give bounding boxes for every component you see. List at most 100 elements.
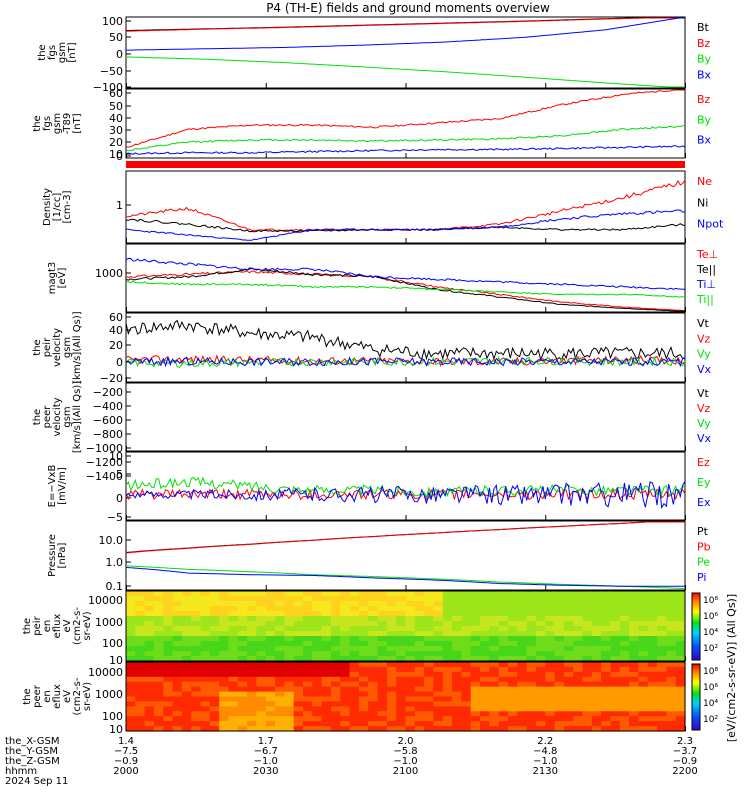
heatmap-cell-peer_en — [349, 701, 360, 707]
heatmap-cell-peer_en — [368, 691, 379, 698]
heatmap-cell-peir_en — [377, 641, 388, 647]
ylabel-peir_vel: gsm — [62, 337, 73, 358]
heatmap-cell-peir_en — [582, 621, 593, 627]
heatmap-cell-peer_en — [135, 691, 146, 698]
heatmap-cell-peer_en — [191, 726, 202, 732]
heatmap-cell-peir_en — [666, 636, 677, 642]
heatmap-cell-peir_en — [293, 626, 304, 632]
heatmap-cell-peir_en — [601, 641, 611, 647]
ylabel-fgs: fgs — [47, 45, 58, 60]
heatmap-cell-peer_en — [582, 681, 593, 688]
heatmap-cell-peir_en — [191, 596, 202, 602]
heatmap-cell-peer_en — [172, 671, 183, 678]
heatmap-cell-peir_en — [461, 626, 472, 632]
heatmap-cell-peer_en — [126, 676, 136, 683]
heatmap-cell-peir_en — [265, 601, 276, 607]
heatmap-cell-peer_en — [545, 666, 556, 673]
heatmap-cell-peir_en — [508, 606, 518, 612]
heatmap-cell-peir_en — [526, 651, 537, 657]
heatmap-cell-peer_en — [442, 686, 453, 693]
heatmap-cell-peir_en — [172, 596, 183, 602]
series-temp-Ti⊥ — [125, 257, 686, 290]
heatmap-cell-peer_en — [312, 716, 323, 722]
heatmap-cell-peir_en — [554, 636, 565, 642]
heatmap-cell-peer_en — [163, 721, 174, 727]
heatmap-cell-peer_en — [526, 686, 537, 693]
heatmap-cell-peir_en — [331, 601, 341, 607]
heatmap-cell-peer_en — [647, 696, 658, 702]
heatmap-cell-peir_en — [386, 591, 397, 597]
heatmap-cell-peer_en — [303, 716, 313, 722]
heatmap-cell-peir_en — [340, 596, 351, 602]
heatmap-cell-peer_en — [666, 676, 677, 683]
heatmap-cell-peer_en — [237, 666, 248, 673]
xaxis-row-value: −1.0 — [533, 756, 557, 767]
heatmap-cell-peir_en — [424, 646, 434, 652]
heatmap-cell-peer_en — [396, 721, 407, 727]
heatmap-cell-peer_en — [368, 676, 379, 683]
heatmap-cell-peir_en — [573, 621, 584, 627]
heatmap-cell-peir_en — [386, 611, 397, 617]
heatmap-cell-peer_en — [321, 726, 332, 732]
heatmap-cell-peer_en — [321, 681, 332, 688]
heatmap-cell-peer_en — [153, 662, 164, 668]
heatmap-cell-peer_en — [582, 686, 593, 693]
heatmap-cell-peir_en — [349, 601, 360, 607]
heatmap-cell-peer_en — [638, 706, 649, 712]
heatmap-cell-peir_en — [321, 606, 332, 612]
heatmap-cell-peer_en — [135, 706, 146, 712]
heatmap-cell-peer_en — [349, 711, 360, 717]
heatmap-cell-peir_en — [396, 646, 407, 652]
series-efield-Ez — [125, 487, 686, 501]
heatmap-cell-peer_en — [284, 691, 295, 698]
heatmap-cell-peer_en — [219, 681, 230, 688]
heatmap-cell-peer_en — [349, 671, 360, 678]
heatmap-cell-peir_en — [480, 646, 490, 652]
heatmap-cell-peer_en — [340, 671, 351, 678]
heatmap-cell-peer_en — [144, 716, 155, 722]
heatmap-cell-peer_en — [265, 726, 276, 732]
ylabel-peir_en: eflux — [52, 614, 63, 639]
heatmap-cell-peer_en — [470, 696, 481, 702]
heatmap-cell-peer_en — [126, 721, 136, 727]
heatmap-cell-peer_en — [144, 676, 155, 683]
heatmap-cell-peer_en — [293, 726, 304, 732]
heatmap-cell-peer_en — [209, 666, 220, 673]
heatmap-cell-peir_en — [303, 631, 313, 637]
heatmap-cell-peer_en — [405, 706, 416, 712]
series-density-Ne — [125, 179, 686, 232]
heatmap-cell-peir_en — [619, 591, 630, 597]
xaxis-row-value: 1.7 — [258, 736, 274, 747]
heatmap-cell-peer_en — [675, 671, 686, 678]
heatmap-cell-peer_en — [256, 696, 267, 702]
heatmap-cell-peer_en — [610, 671, 621, 678]
heatmap-cell-peir_en — [200, 616, 211, 622]
heatmap-cell-peir_en — [405, 641, 416, 647]
heatmap-cell-peir_en — [368, 601, 379, 607]
heatmap-cell-peer_en — [414, 726, 425, 732]
heatmap-cell-peer_en — [144, 706, 155, 712]
heatmap-cell-peir_en — [666, 616, 677, 622]
heatmap-cell-peer_en — [554, 671, 565, 678]
heatmap-cell-peer_en — [647, 726, 658, 732]
heatmap-cell-peir_en — [563, 591, 574, 597]
heatmap-cell-peer_en — [517, 706, 528, 712]
ytick-label-peir_vel: −20 — [100, 372, 123, 385]
panel-frame-peir_en — [125, 590, 686, 662]
heatmap-cell-peir_en — [442, 601, 453, 607]
colorbar-tick-1: 10² — [703, 715, 718, 725]
heatmap-cell-peir_en — [535, 591, 546, 597]
heatmap-cell-peer_en — [610, 721, 621, 727]
heatmap-cell-peer_en — [349, 721, 360, 727]
colorbar-tick-0: 10² — [703, 644, 718, 654]
heatmap-cell-peir_en — [675, 611, 686, 617]
heatmap-cell-peir_en — [647, 626, 658, 632]
heatmap-cell-peir_en — [508, 596, 518, 602]
heatmap-cell-peir_en — [610, 651, 621, 657]
heatmap-cell-peir_en — [331, 621, 341, 627]
heatmap-cell-peir_en — [535, 646, 546, 652]
heatmap-cell-peer_en — [368, 701, 379, 707]
heatmap-cell-peir_en — [452, 606, 462, 612]
heatmap-cell-peir_en — [610, 641, 621, 647]
heatmap-cell-peer_en — [144, 671, 155, 678]
